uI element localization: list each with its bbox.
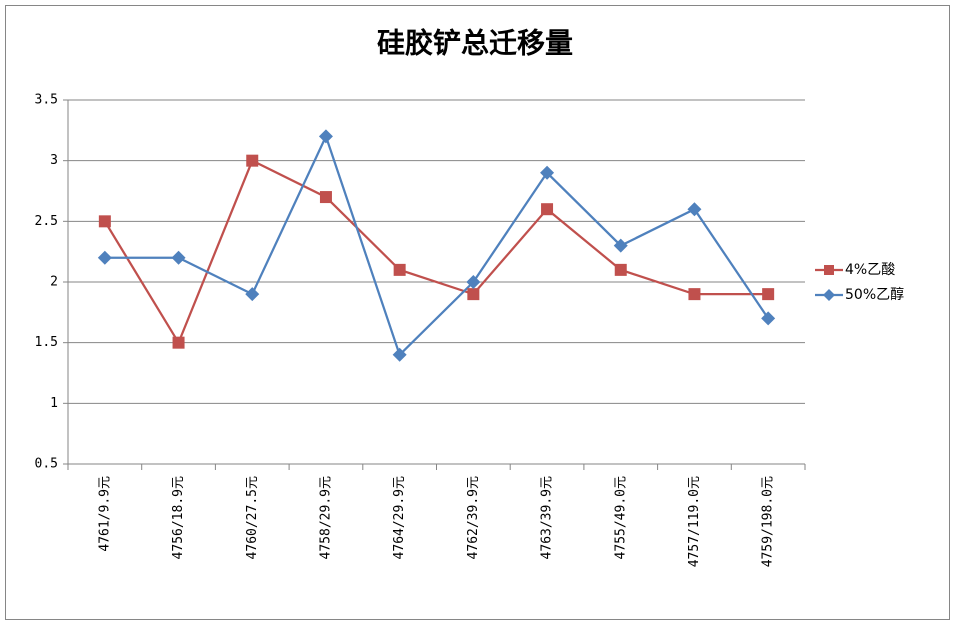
data-point xyxy=(688,288,701,301)
data-point xyxy=(246,154,259,167)
data-point xyxy=(392,347,407,362)
data-point xyxy=(541,203,554,216)
data-point xyxy=(687,202,702,217)
data-point xyxy=(318,129,333,144)
x-tick-label: 4757/119.0元 xyxy=(687,476,702,567)
y-tick-label: 2 xyxy=(50,275,58,290)
legend-label: 4%乙酸 xyxy=(845,262,895,278)
chart-border xyxy=(5,5,950,620)
x-tick-label: 4762/39.9元 xyxy=(466,476,481,559)
y-tick-label: 2.5 xyxy=(35,214,58,229)
data-point xyxy=(98,215,111,228)
y-tick-label: 3.5 xyxy=(35,93,58,108)
data-point xyxy=(467,288,480,301)
data-point xyxy=(761,311,776,326)
data-point xyxy=(614,263,627,276)
x-tick-label: 4758/29.9元 xyxy=(318,476,333,559)
data-point xyxy=(393,263,406,276)
data-point xyxy=(97,250,112,265)
y-tick-label: 1.5 xyxy=(35,335,58,350)
y-tick-label: 0.5 xyxy=(35,457,58,472)
data-point xyxy=(540,165,555,180)
legend-label: 50%乙醇 xyxy=(845,286,904,303)
x-tick-label: 4764/29.9元 xyxy=(392,476,407,559)
legend-marker xyxy=(823,289,835,301)
data-point xyxy=(245,287,260,302)
x-tick-label: 4759/198.0元 xyxy=(761,476,776,567)
series-line xyxy=(103,159,769,346)
data-point xyxy=(319,191,332,204)
x-tick-label: 4755/49.0元 xyxy=(613,476,628,559)
chart-title: 硅胶铲总迁移量 xyxy=(377,27,573,60)
y-tick-label: 1 xyxy=(50,396,58,411)
legend-marker xyxy=(824,265,834,275)
data-point xyxy=(613,238,628,253)
x-tick-label: 4760/27.5元 xyxy=(245,476,260,559)
y-tick-label: 3 xyxy=(50,153,58,168)
data-point xyxy=(762,288,775,301)
data-point xyxy=(171,250,186,265)
data-point xyxy=(466,275,481,289)
data-point xyxy=(172,336,185,349)
x-tick-label: 4756/18.9元 xyxy=(171,476,186,559)
series-line xyxy=(104,133,770,357)
x-tick-label: 4763/39.9元 xyxy=(540,476,555,559)
x-tick-label: 4761/9.9元 xyxy=(97,476,112,552)
